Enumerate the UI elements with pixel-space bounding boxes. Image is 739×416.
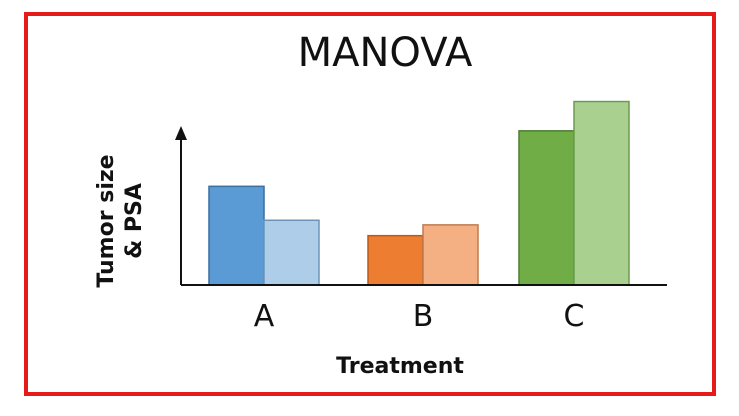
chart-title: MANOVA [298, 30, 473, 76]
x-tick-label-c: C [564, 299, 585, 334]
bar-b-2 [422, 224, 479, 286]
bar-c-1 [518, 130, 575, 286]
y-axis-label-line-2: & PSA [122, 183, 147, 259]
bar-c-2 [573, 100, 630, 286]
y-axis-label-line-1: Tumor size [94, 154, 119, 287]
y-axis-arrowhead [175, 126, 187, 140]
bar-b-1 [367, 234, 424, 286]
bar-a-1 [208, 185, 265, 286]
bars-group [208, 100, 630, 286]
x-tick-label-b: B [413, 299, 434, 334]
y-axis-label: Tumor size & PSA [94, 154, 147, 287]
x-axis-label: Treatment [336, 354, 464, 379]
x-tick-label-a: A [254, 299, 275, 334]
x-tick-labels: A B C [254, 299, 585, 334]
bar-a-2 [263, 219, 320, 286]
